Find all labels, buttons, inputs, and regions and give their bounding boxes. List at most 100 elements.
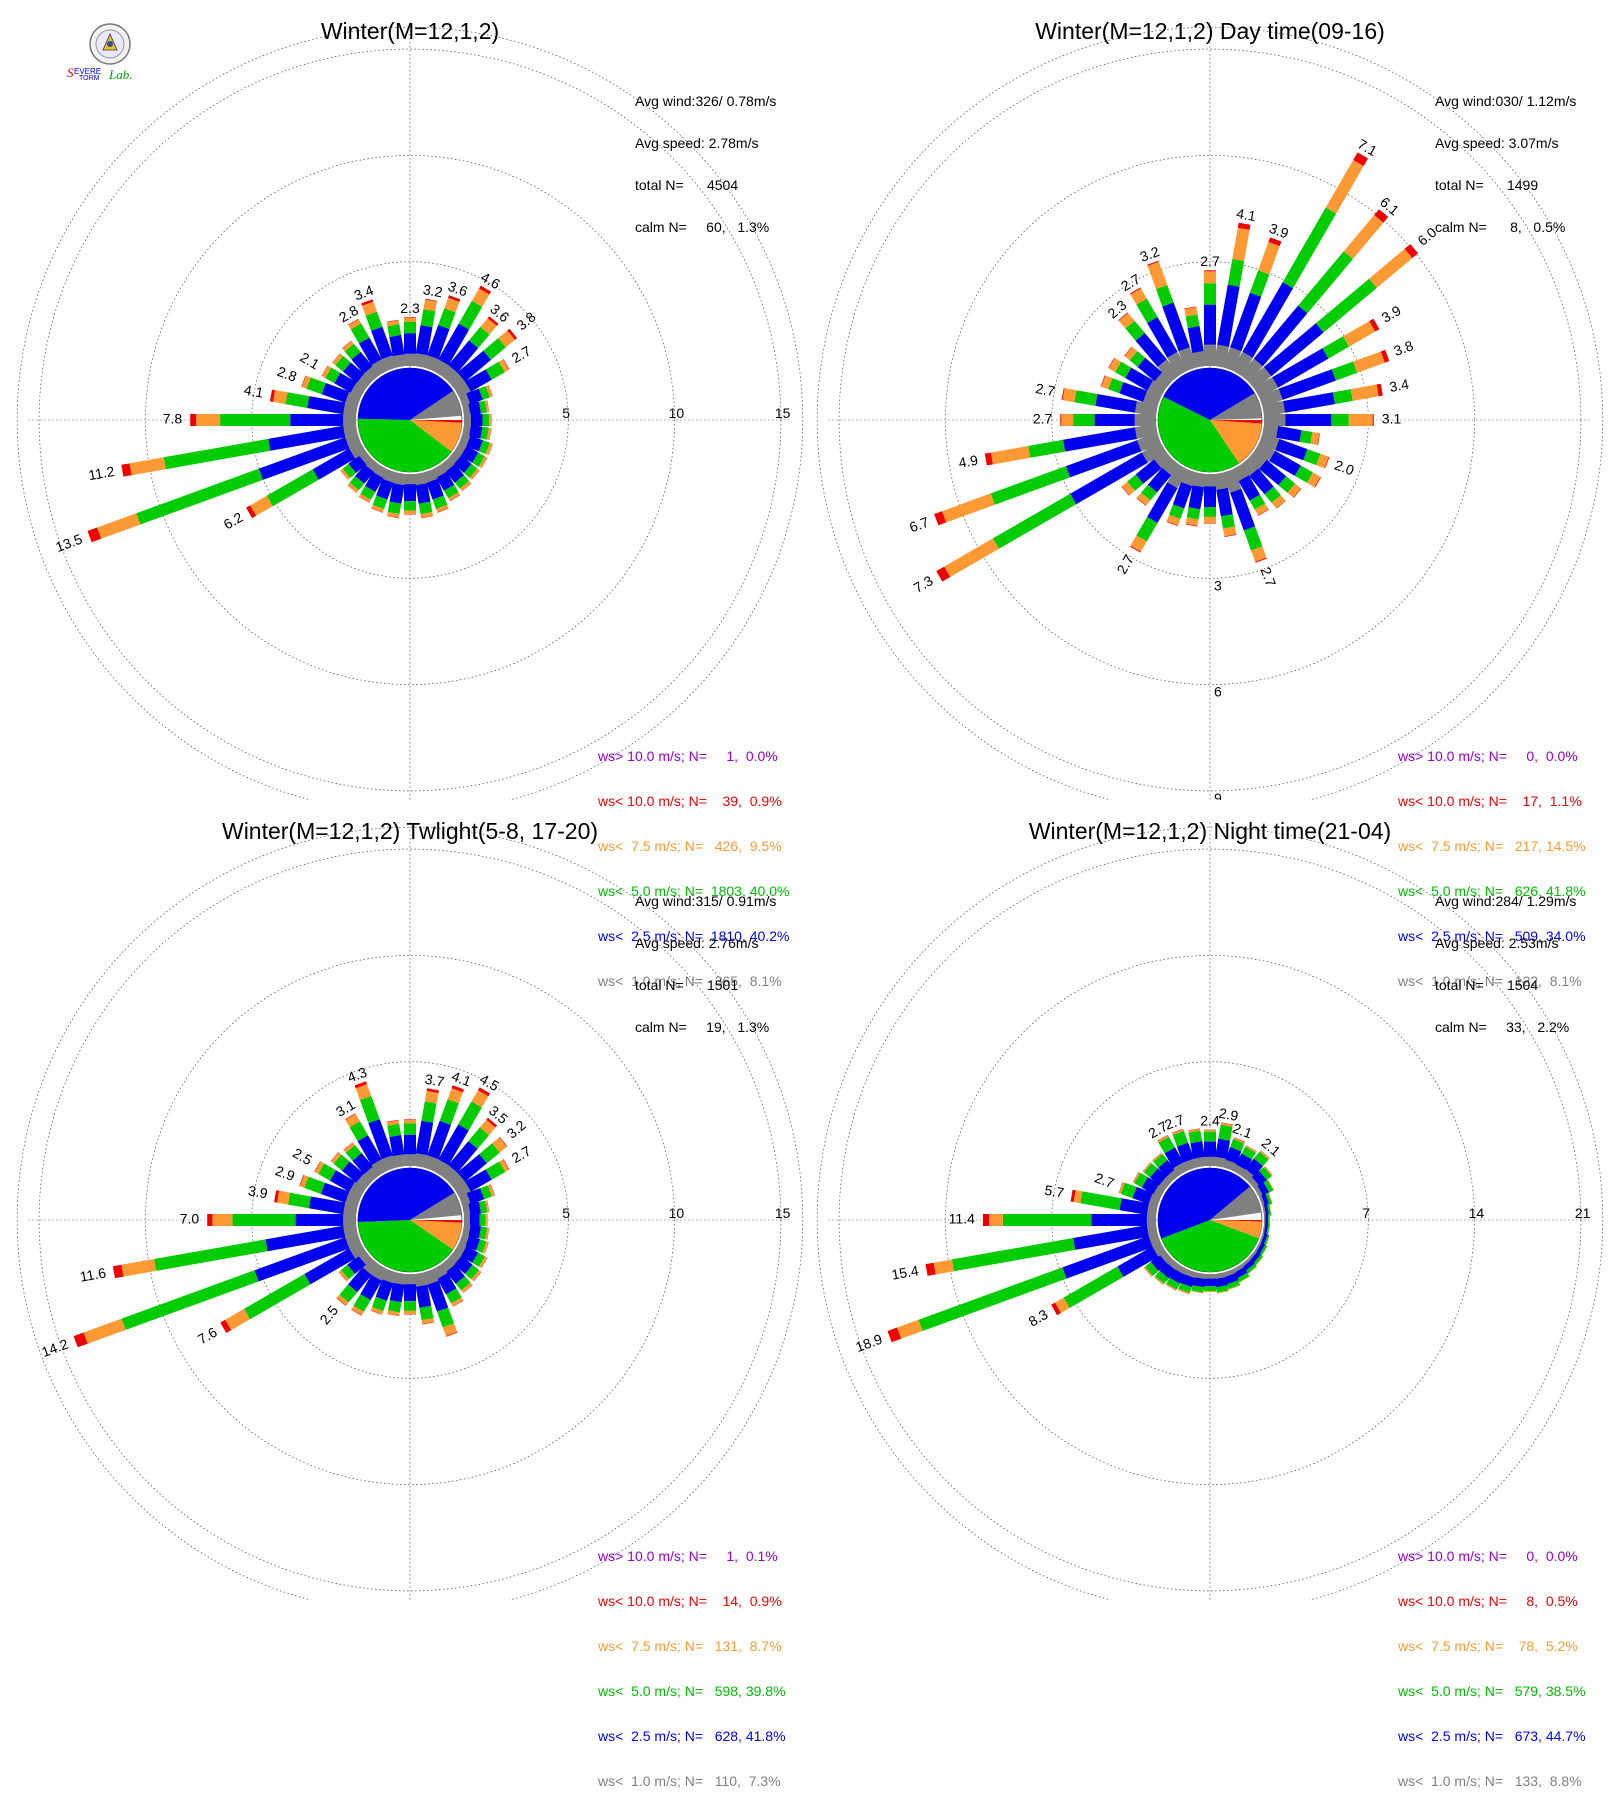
bar-segment-lt5	[483, 414, 490, 426]
direction-bar-0	[1204, 1130, 1216, 1166]
direction-bar-270	[207, 1214, 356, 1226]
bar-segment-lt5	[1221, 514, 1235, 528]
bar-segment-lt5	[136, 469, 263, 525]
bar-segment-lt5	[232, 1214, 295, 1226]
direction-bar-270	[1060, 414, 1156, 426]
bar-segment-lt10	[1373, 414, 1374, 426]
bar-segment-lt5	[164, 439, 271, 469]
bar-value-label: 11.6	[79, 1264, 108, 1284]
bar-segment-lt5	[285, 392, 309, 408]
legend-lt1: ws< 1.0 m/s; N= 110, 7.3%	[598, 1774, 786, 1789]
stats-block: Avg wind:030/ 1.12m/s Avg speed: 3.07m/s…	[1435, 66, 1576, 262]
bar-segment-lt5	[1228, 259, 1244, 287]
bar-segment-lt7_5	[1344, 215, 1384, 259]
bar-segment-lt7_5	[97, 513, 140, 539]
bar-value-label: 3.9	[247, 1182, 269, 1201]
bar-segment-lt7_5	[1258, 242, 1280, 275]
bar-segment-lt2_5	[1204, 486, 1216, 507]
legend-gt10: ws> 10.0 m/s; N= 1, 0.1%	[598, 1549, 786, 1564]
bar-segment-lt5	[1300, 430, 1313, 444]
svg-text:S: S	[67, 65, 74, 80]
bar-segment-lt5	[1074, 390, 1097, 406]
bar-segment-lt7_5	[942, 493, 995, 522]
bar-segment-lt10	[404, 1119, 416, 1120]
bar-value-label: 2.7	[1033, 411, 1053, 427]
severe-storm-lab-logo: S EVERE TORM Lab.	[65, 22, 155, 82]
avg-wind-text: Avg wind:326/ 0.78m/s	[635, 94, 776, 108]
bar-segment-lt5	[404, 1301, 416, 1311]
legend-gt10: ws> 10.0 m/s; N= 1, 0.0%	[598, 749, 789, 764]
bar-segment-lt5	[421, 309, 436, 327]
bar-segment-lt10	[983, 1214, 989, 1226]
bar-segment-lt7_5	[404, 1311, 416, 1314]
ring-label: 21	[1575, 1205, 1591, 1221]
direction-bar-180	[404, 474, 416, 514]
calm-n-text: calm N= 8, 0.5%	[1435, 220, 1576, 234]
bar-segment-lt7_5	[1204, 1130, 1216, 1132]
bar-value-label: 2.5	[290, 1145, 315, 1169]
direction-bar-0	[404, 1119, 416, 1166]
legend-gt10: ws> 10.0 m/s; N= 0, 0.0%	[1398, 749, 1586, 764]
bar-segment-lt5	[1073, 414, 1094, 426]
bar-segment-lt7_5	[1343, 321, 1375, 347]
total-n-text: total N= 4504	[635, 178, 776, 192]
direction-bar-180	[404, 1274, 416, 1314]
bar-segment-calm	[393, 1154, 407, 1168]
bar-value-label: 2.5	[316, 1302, 341, 1327]
direction-bar-0	[1204, 270, 1216, 366]
speed-class-pie	[1158, 368, 1262, 472]
bar-value-label: 7.8	[163, 411, 183, 427]
ring-label: 14	[1469, 1205, 1485, 1221]
bar-value-label: 3.4	[1388, 376, 1410, 395]
bar-segment-lt5	[220, 414, 290, 426]
bar-segment-lt2_5	[1204, 1142, 1216, 1157]
direction-bar-0	[404, 317, 416, 366]
bar-segment-lt7_5	[404, 511, 416, 514]
bar-value-label: 2.3	[400, 300, 420, 316]
speed-class-pie	[1158, 1168, 1262, 1272]
bar-value-label: 7.3	[911, 572, 936, 596]
bar-segment-lt7_5	[1148, 262, 1168, 289]
bar-segment-lt7_5	[1351, 385, 1379, 401]
bar-segment-lt2_5	[470, 1214, 480, 1226]
svg-text:TORM: TORM	[79, 75, 100, 82]
bar-segment-lt7_5	[425, 1091, 439, 1104]
legend-lt2-5: ws< 2.5 m/s; N= 673, 44.7%	[1398, 1729, 1586, 1744]
bar-segment-lt5	[1204, 1132, 1216, 1142]
direction-bar-90	[1264, 414, 1374, 426]
bar-segment-lt2_5	[468, 402, 481, 416]
bar-segment-lt5	[459, 301, 483, 330]
speed-legend: ws> 10.0 m/s; N= 1, 0.1% ws< 10.0 m/s; N…	[598, 1519, 786, 1819]
bar-segment-lt2_5	[1204, 305, 1216, 345]
bar-segment-lt5	[1331, 414, 1348, 426]
bar-segment-lt7_5	[273, 390, 288, 404]
avg-wind-text: Avg wind:284/ 1.29m/s	[1435, 894, 1576, 908]
ring-label: 3	[1214, 577, 1222, 593]
bar-segment-lt7_5	[1232, 228, 1249, 261]
bar-value-label: 2.7	[1034, 380, 1056, 399]
avg-speed-text: Avg speed: 2.78m/s	[635, 136, 776, 150]
avg-wind-text: Avg wind:315/ 0.91m/s	[635, 894, 776, 908]
direction-bar-270	[190, 414, 356, 426]
bar-segment-lt5	[1156, 285, 1174, 307]
legend-lt5: ws< 5.0 m/s; N= 598, 39.8%	[598, 1684, 786, 1699]
bar-segment-lt5	[1204, 1286, 1216, 1291]
bar-segment-lt5	[388, 502, 402, 514]
bar-segment-lt2_5	[404, 333, 416, 354]
bar-segment-lt5	[1187, 507, 1201, 519]
bar-segment-lt7_5	[485, 1214, 487, 1226]
bar-segment-calm	[393, 354, 407, 368]
bar-segment-lt2_5	[1092, 1214, 1147, 1226]
speed-class-pie	[358, 368, 462, 472]
bar-value-label: 18.9	[853, 1331, 884, 1355]
bar-value-label: 2.8	[275, 363, 299, 385]
legend-lt7-5: ws< 7.5 m/s; N= 78, 5.2%	[1398, 1639, 1586, 1654]
panel-title: Winter(M=12,1,2) Day time(09-16)	[810, 18, 1610, 45]
bar-segment-lt2_5	[471, 414, 483, 426]
bar-value-label: 8.3	[1026, 1306, 1051, 1330]
avg-speed-text: Avg speed: 2.53m/s	[1435, 936, 1576, 950]
bar-segment-lt5	[360, 1096, 380, 1123]
